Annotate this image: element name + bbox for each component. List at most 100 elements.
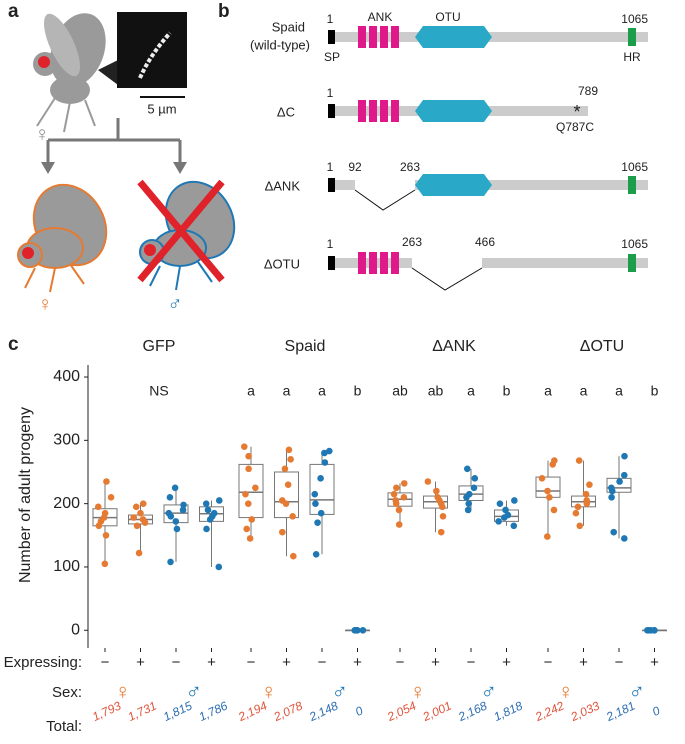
residue: 1 [327, 86, 334, 100]
data-point [576, 522, 584, 530]
data-point [312, 500, 319, 507]
data-point [240, 443, 248, 450]
data-point [608, 494, 615, 501]
sex-label: ♀ [558, 679, 575, 704]
data-point [321, 459, 329, 466]
data-point [434, 494, 442, 501]
data-point [390, 490, 398, 498]
data-point [651, 626, 658, 634]
data-point [544, 533, 551, 540]
data-point [464, 506, 472, 514]
expressing-label: − [615, 654, 624, 671]
data-point [395, 506, 403, 514]
data-point [353, 626, 360, 634]
data-point [172, 518, 180, 525]
facet-title: Spaid [285, 338, 326, 355]
scale-label: 5 µm [147, 101, 176, 116]
residue: 1 [327, 237, 334, 251]
data-point [620, 535, 628, 542]
data-point [575, 457, 583, 464]
expressing-label: − [467, 654, 476, 671]
group-letter: a [467, 383, 475, 399]
data-point [325, 447, 333, 455]
data-point [504, 511, 512, 519]
data-point [246, 535, 254, 542]
data-point [538, 475, 546, 482]
sex-label: ♂ [186, 679, 203, 704]
construct-name: ΔOTU [264, 256, 300, 271]
expressing-label: + [136, 654, 145, 671]
panel-label: a [8, 1, 19, 22]
data-point [243, 525, 251, 533]
facet-title: GFP [143, 338, 176, 355]
data-point [290, 552, 297, 560]
data-point [424, 478, 432, 485]
data-point [608, 484, 615, 492]
sex-symbol: ♂ [168, 293, 183, 315]
data-point [317, 509, 325, 517]
female-offspring [17, 183, 108, 293]
total-label: 1,793 [90, 698, 123, 724]
group-letter: b [354, 383, 362, 399]
data-point [582, 490, 590, 498]
data-point [245, 452, 252, 460]
residue: 92 [348, 160, 362, 174]
panel-b: b Spaid (wild-type) 1 ANK OTU 1065 SP HR… [218, 1, 648, 291]
data-point [202, 500, 210, 507]
data-point [281, 465, 289, 473]
sex-label: ♀ [115, 679, 132, 704]
data-point [252, 484, 259, 492]
data-point [314, 519, 321, 526]
data-point [285, 446, 293, 454]
expressing-label: + [282, 654, 291, 671]
data-point [393, 484, 400, 492]
data-point [173, 525, 181, 533]
residue: 789 [578, 84, 598, 98]
y-tick-label: 300 [53, 432, 80, 449]
data-point [204, 506, 212, 514]
row-label: Expressing: [4, 654, 82, 671]
panel-c: c Number of adult progeny Expressing: Se… [4, 334, 667, 735]
sex-label: ♂ [481, 679, 498, 704]
mutation-mark: * [573, 102, 580, 122]
data-point [395, 521, 403, 528]
residue: 1065 [621, 12, 648, 26]
data-point [510, 522, 518, 530]
data-point [215, 497, 223, 504]
y-axis-title: Number of adult progeny [17, 407, 34, 583]
row-label: Sex: [52, 684, 82, 701]
expressing-label: + [353, 654, 362, 671]
domain-label: OTU [435, 10, 460, 24]
group-letter: a [247, 383, 255, 399]
domain-label: ANK [368, 10, 393, 24]
data-point [620, 471, 628, 479]
residue: 1065 [621, 237, 648, 251]
facet-title: ΔOTU [580, 338, 624, 355]
expressing-label: − [318, 654, 327, 671]
data-point [165, 509, 173, 517]
panel-label: b [218, 1, 230, 22]
male-offspring [139, 180, 236, 291]
data-point [130, 514, 138, 521]
group-letter: a [283, 383, 291, 399]
box [458, 485, 484, 501]
residue: 466 [475, 235, 495, 249]
expressing-label: − [172, 654, 181, 671]
total-label: 2,168 [455, 698, 489, 724]
data-point [359, 626, 367, 634]
sex-label: ♂ [332, 679, 349, 704]
data-point [244, 500, 252, 507]
data-point [289, 513, 296, 520]
data-point [101, 509, 109, 517]
total-label: 2,242 [532, 698, 566, 724]
mutation-label: Q787C [556, 120, 594, 134]
data-point [621, 452, 628, 460]
data-point [465, 490, 473, 498]
data-point [550, 506, 558, 514]
expressing-label: + [431, 654, 440, 671]
data-point [279, 528, 286, 536]
data-point [133, 522, 141, 530]
data-point [312, 550, 320, 558]
data-point [101, 560, 109, 568]
data-point [242, 490, 249, 498]
